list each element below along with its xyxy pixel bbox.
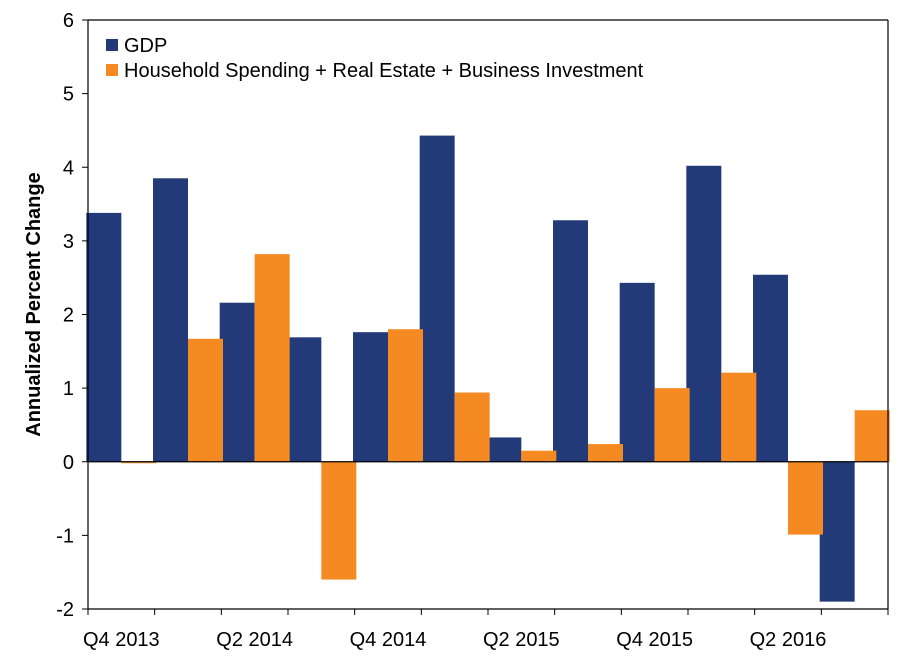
- legend-label-household-spending: Household Spending + Real Estate + Busin…: [124, 60, 644, 82]
- bar-household-spending-6: [521, 450, 557, 462]
- bar-household-spending-4: [388, 329, 423, 462]
- bars: [86, 135, 890, 602]
- x-tick-label: Q4 2015: [616, 629, 693, 651]
- bar-household-spending-1: [188, 338, 223, 462]
- y-tick-label: 6: [63, 10, 74, 32]
- x-tick-label: Q2 2014: [216, 629, 293, 651]
- bar-household-spending-7: [588, 444, 623, 462]
- bar-household-spending-2: [254, 254, 290, 462]
- x-tick-label: Q2 2015: [483, 629, 560, 651]
- x-tick-label: Q4 2013: [83, 629, 160, 651]
- y-tick-label: 3: [63, 231, 74, 253]
- axes: -2 -1 0 1 2 3 4 5 6 Q4 2013 Q2 2014 Q4 2014 Q2 2015 Q…: [56, 10, 889, 651]
- y-tick-label: 5: [63, 84, 74, 106]
- bar-household-spending-3: [321, 461, 357, 580]
- bar-gdp-5: [419, 135, 455, 462]
- y-axis-label: Annualized Percent Change: [23, 172, 45, 437]
- y-tick-label: -2: [56, 599, 74, 621]
- legend-swatch-household-spending: [106, 64, 118, 76]
- bar-gdp-1: [153, 178, 188, 462]
- bar-gdp-4: [353, 332, 388, 462]
- bar-household-spending-8: [654, 388, 690, 462]
- bar-gdp-6: [486, 437, 522, 462]
- bar-gdp-0: [86, 212, 122, 462]
- legend-swatch-gdp: [106, 39, 118, 51]
- y-tick-label: 0: [63, 452, 74, 474]
- bar-gdp-10: [753, 274, 788, 462]
- bar-household-spending-5: [454, 392, 490, 462]
- bar-household-spending-10: [788, 461, 823, 535]
- x-tick-label: Q4 2014: [350, 629, 427, 651]
- bar-gdp-3: [286, 337, 322, 462]
- bar-gdp-2: [219, 302, 255, 462]
- bar-gdp-8: [619, 282, 655, 462]
- legend-label-gdp: GDP: [124, 35, 167, 57]
- bar-household-spending-0: [121, 461, 157, 464]
- legend: GDP Household Spending + Real Estate + B…: [106, 35, 644, 82]
- y-tick-label: 2: [63, 305, 74, 327]
- bar-household-spending-9: [721, 372, 757, 462]
- bar-household-spending-11: [854, 410, 890, 462]
- y-tick-label: -1: [56, 525, 74, 547]
- y-tick-label: 1: [63, 378, 74, 400]
- y-tick-label: 4: [63, 157, 74, 179]
- bar-gdp-9: [686, 165, 722, 462]
- x-tick-label: Q2 2016: [750, 629, 827, 651]
- bar-gdp-7: [553, 220, 588, 462]
- bar-gdp-11: [819, 461, 855, 602]
